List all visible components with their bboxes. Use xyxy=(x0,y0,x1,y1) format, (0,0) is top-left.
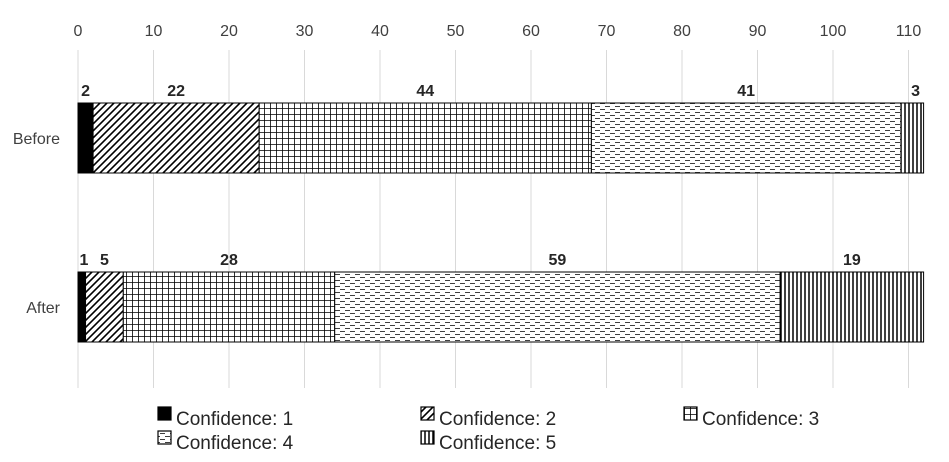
x-tick-label: 30 xyxy=(296,23,314,40)
x-tick-label: 0 xyxy=(74,23,83,40)
x-tick-label: 110 xyxy=(896,23,922,40)
data-label-after-confidence-5: 19 xyxy=(843,252,861,269)
bar-after-confidence-2 xyxy=(85,271,124,343)
x-tick-label: 10 xyxy=(145,23,163,40)
bar-before-confidence-2 xyxy=(92,102,260,174)
legend-item-confidence-2: Confidence: 2 xyxy=(420,406,556,430)
data-label-after-confidence-2: 5 xyxy=(100,252,109,269)
bar-after-confidence-3 xyxy=(122,271,336,343)
legend-swatch xyxy=(420,430,435,445)
legend: Confidence: 1 Confidence: 2 Confidence: 3 C… xyxy=(157,406,819,454)
x-tick-label: 50 xyxy=(447,23,465,40)
legend-swatch xyxy=(157,406,172,421)
bar-before-confidence-4 xyxy=(590,102,902,174)
bar-before-confidence-5 xyxy=(900,102,925,174)
bar-before-confidence-3 xyxy=(258,102,592,174)
data-label-before-confidence-1: 2 xyxy=(81,83,90,100)
x-tick-label: 100 xyxy=(820,23,847,40)
bar-after-confidence-5 xyxy=(779,271,925,343)
x-tick-label: 70 xyxy=(598,23,616,40)
category-label-after: After xyxy=(26,300,60,317)
data-label-before-confidence-2: 22 xyxy=(167,83,185,100)
legend-label: Confidence: 4 xyxy=(176,433,294,454)
category-axis: Before After xyxy=(13,131,61,317)
legend-label: Confidence: 2 xyxy=(439,409,556,430)
category-label-before: Before xyxy=(13,131,60,148)
data-label-after-confidence-1: 1 xyxy=(80,252,89,269)
legend-item-confidence-5: Confidence: 5 xyxy=(420,430,556,454)
legend-label: Confidence: 5 xyxy=(439,433,556,454)
bar-before-confidence-1 xyxy=(77,102,94,174)
data-label-before-confidence-3: 44 xyxy=(416,83,434,100)
legend-item-confidence-1: Confidence: 1 xyxy=(157,406,293,430)
bars xyxy=(77,102,925,343)
data-label-before-confidence-4: 41 xyxy=(737,83,755,100)
x-tick-label: 40 xyxy=(371,23,389,40)
legend-swatch xyxy=(683,406,698,421)
data-label-before-confidence-5: 3 xyxy=(911,83,920,100)
bar-after-confidence-4 xyxy=(334,271,781,343)
x-tick-label: 80 xyxy=(673,23,691,40)
bar-after-confidence-1 xyxy=(77,271,87,343)
x-tick-label: 90 xyxy=(749,23,767,40)
legend-item-confidence-4: Confidence: 4 xyxy=(157,430,294,454)
legend-label: Confidence: 3 xyxy=(702,409,819,430)
x-tick-label: 20 xyxy=(220,23,238,40)
x-tick-label: 60 xyxy=(522,23,540,40)
x-axis-ticks: 0 10 20 30 40 50 60 70 80 90 100 110 xyxy=(74,23,922,40)
data-labels: 2 22 44 41 31 5 28 59 19 xyxy=(80,83,921,269)
legend-swatch xyxy=(157,430,172,445)
legend-label: Confidence: 1 xyxy=(176,409,293,430)
legend-swatch xyxy=(420,406,435,421)
legend-item-confidence-3: Confidence: 3 xyxy=(683,406,819,430)
data-label-after-confidence-3: 28 xyxy=(220,252,238,269)
data-label-after-confidence-4: 59 xyxy=(549,252,567,269)
